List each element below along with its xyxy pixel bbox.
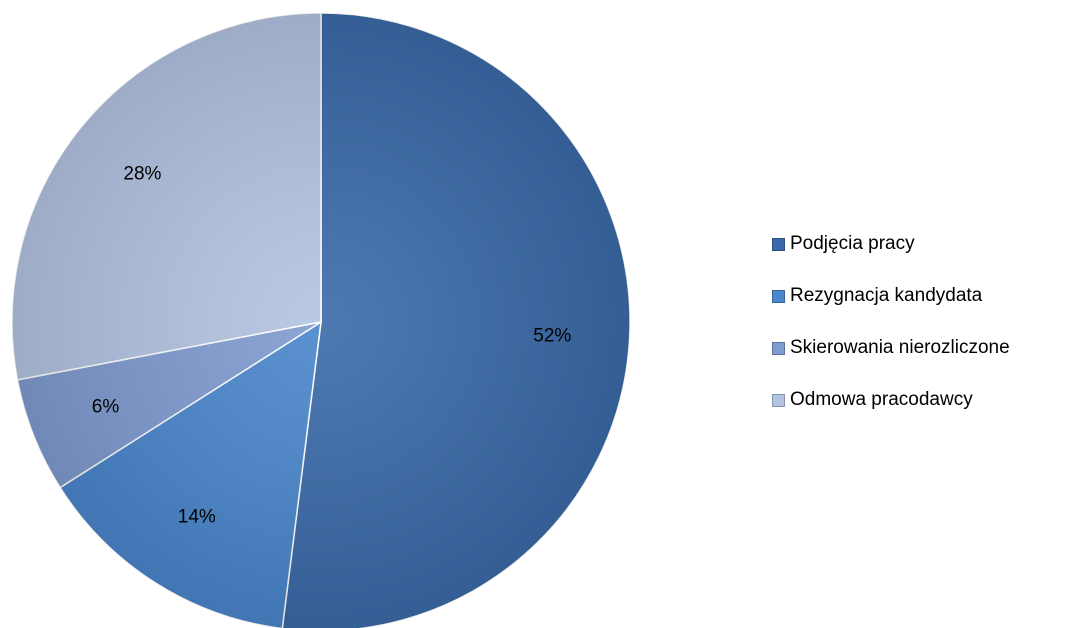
data-label-podjecia-pracy: 52% <box>533 326 571 347</box>
legend-swatch <box>772 289 785 303</box>
legend-swatch <box>772 237 785 251</box>
data-label-rezygnacja-kandydata: 14% <box>178 507 216 528</box>
pie-slice-podjecia-pracy <box>281 12 631 628</box>
legend-label: Odmowa pracodawcy <box>790 389 973 410</box>
pie-slice-odmowa-pracodawcy <box>11 12 322 381</box>
legend-label: Rezygnacja kandydata <box>790 285 983 306</box>
data-label-odmowa-pracodawcy: 28% <box>123 163 161 184</box>
legend-item-rezygnacja-kandydata: Rezygnacja kandydata <box>772 283 1010 309</box>
legend: Podjęcia pracy Rezygnacja kandydata Skie… <box>772 231 1010 439</box>
legend-label: Skierowania nierozliczone <box>790 337 1010 358</box>
legend-item-odmowa-pracodawcy: Odmowa pracodawcy <box>772 387 1010 413</box>
legend-swatch <box>772 341 785 355</box>
legend-swatch <box>772 393 785 407</box>
data-label-skierowania-nierozliczone: 6% <box>92 396 120 417</box>
legend-item-skierowania-nierozliczone: Skierowania nierozliczone <box>772 335 1010 361</box>
legend-item-podjecia-pracy: Podjęcia pracy <box>772 231 1010 257</box>
legend-label: Podjęcia pracy <box>790 233 915 254</box>
